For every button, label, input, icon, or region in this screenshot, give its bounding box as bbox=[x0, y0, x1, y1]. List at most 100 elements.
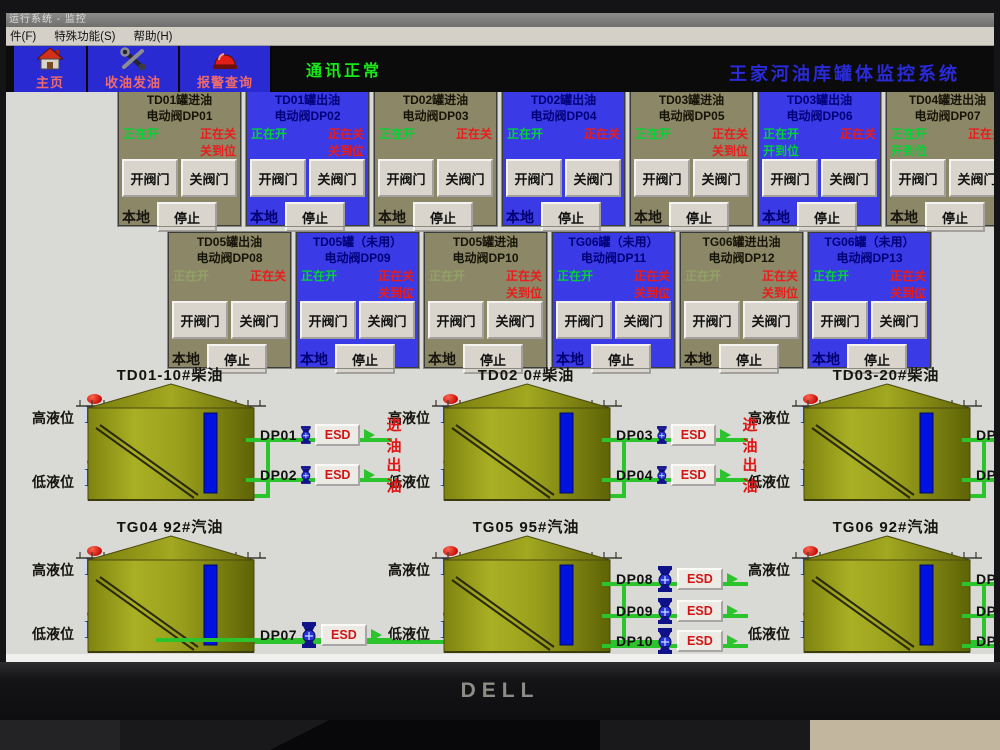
storage-tank-unit: TD02 0#柴油 bbox=[386, 364, 757, 514]
open-valve-button[interactable]: 开阀门 bbox=[762, 159, 818, 198]
stop-button[interactable]: 停止 bbox=[335, 344, 395, 375]
pipe-arrow-icon bbox=[726, 573, 738, 585]
close-valve-button[interactable]: 关阀门 bbox=[309, 159, 365, 198]
close-valve-button[interactable]: 关阀门 bbox=[231, 301, 287, 340]
esd-button[interactable]: ESD bbox=[314, 424, 361, 446]
flow-direction-label: 出油 bbox=[386, 457, 404, 495]
close-valve-button[interactable]: 关阀门 bbox=[949, 159, 994, 198]
oil-transfer-button[interactable]: 收油发油 bbox=[88, 46, 180, 92]
alarm-icon bbox=[213, 53, 237, 69]
stop-button[interactable]: 停止 bbox=[207, 344, 267, 375]
open-valve-button[interactable]: 开阀门 bbox=[812, 301, 868, 340]
open-valve-button[interactable]: 开阀门 bbox=[506, 159, 562, 198]
stop-button[interactable]: 停止 bbox=[797, 202, 857, 233]
motor-valve-icon[interactable] bbox=[655, 566, 675, 592]
close-valve-button[interactable]: 关阀门 bbox=[743, 301, 799, 340]
motor-valve-icon[interactable] bbox=[299, 622, 319, 648]
status-row: 正在开 正在关 bbox=[376, 125, 495, 142]
esd-button[interactable]: ESD bbox=[314, 464, 361, 486]
open-valve-button[interactable]: 开阀门 bbox=[172, 301, 228, 340]
motor-valve-icon[interactable] bbox=[655, 628, 675, 654]
high-level-label: 高液位 bbox=[388, 562, 430, 578]
close-valve-button[interactable]: 关阀门 bbox=[615, 301, 671, 340]
stop-button[interactable]: 停止 bbox=[413, 202, 473, 233]
valve-column: DP05 ESD bbox=[962, 364, 994, 514]
motor-valve-icon[interactable] bbox=[299, 422, 313, 448]
close-valve-button[interactable]: 关阀门 bbox=[359, 301, 415, 340]
esd-button[interactable]: ESD bbox=[677, 630, 723, 652]
status-opening: 正在开 bbox=[301, 269, 338, 284]
high-level-indicator bbox=[443, 394, 458, 404]
tank-title: TD01-10#柴油 bbox=[116, 367, 224, 384]
valve-button-row: 开阀门 关阀门 bbox=[170, 301, 289, 340]
high-level-indicator bbox=[443, 546, 458, 556]
close-valve-button[interactable]: 关阀门 bbox=[693, 159, 749, 198]
stop-button[interactable]: 停止 bbox=[285, 202, 345, 233]
stop-button[interactable]: 停止 bbox=[591, 344, 651, 375]
valve-control-panel: TD03罐进油 电动阀DP05 正在开 正在关 关到位 开阀门 关阀门 bbox=[629, 92, 754, 233]
esd-button[interactable]: ESD bbox=[677, 600, 723, 622]
status-row: 正在开 正在关 bbox=[632, 125, 751, 142]
motor-valve-icon[interactable] bbox=[655, 462, 669, 488]
home-button[interactable]: 主页 bbox=[14, 46, 88, 92]
close-valve-button[interactable]: 关阀门 bbox=[181, 159, 237, 198]
motor-valve-icon[interactable] bbox=[299, 462, 313, 488]
open-valve-button[interactable]: 开阀门 bbox=[890, 159, 946, 198]
panel-title: TD04罐进出油 电动阀DP07 bbox=[888, 93, 994, 124]
dell-logo: DELL bbox=[460, 679, 540, 702]
status-closing: 正在关 bbox=[889, 269, 926, 284]
stop-button[interactable]: 停止 bbox=[541, 202, 601, 233]
tank-title: TD02 0#柴油 bbox=[477, 367, 575, 384]
local-mode-label: 本地 bbox=[812, 351, 840, 368]
stop-button[interactable]: 停止 bbox=[669, 202, 729, 233]
esd-button[interactable]: ESD bbox=[670, 464, 717, 486]
open-valve-button[interactable]: 开阀门 bbox=[684, 301, 740, 340]
alarm-query-button[interactable]: 报警查询 bbox=[180, 46, 272, 92]
stop-button[interactable]: 停止 bbox=[719, 344, 779, 375]
monitor-screen: 运行系统 - 监控 件(F) 特殊功能(S) 帮助(H) 主页 bbox=[6, 13, 994, 662]
panel-bottom-row: 本地 停止 bbox=[888, 202, 994, 233]
menu-item[interactable]: 件(F) bbox=[10, 31, 37, 43]
stop-button[interactable]: 停止 bbox=[463, 344, 523, 375]
home-icon bbox=[37, 47, 63, 70]
motor-valve-icon[interactable] bbox=[655, 598, 675, 624]
high-level-indicator bbox=[803, 394, 818, 404]
close-valve-button[interactable]: 关阀门 bbox=[821, 159, 877, 198]
valve-button-row: 开阀门 关阀门 bbox=[376, 159, 495, 198]
stop-button[interactable]: 停止 bbox=[925, 202, 985, 233]
open-valve-button[interactable]: 开阀门 bbox=[378, 159, 434, 198]
open-valve-button[interactable]: 开阀门 bbox=[428, 301, 484, 340]
open-valve-button[interactable]: 开阀门 bbox=[300, 301, 356, 340]
monitor-bottom-bezel: DELL bbox=[0, 662, 1000, 720]
esd-button[interactable]: ESD bbox=[670, 424, 717, 446]
stop-button[interactable]: 停止 bbox=[157, 202, 217, 233]
esd-button[interactable]: ESD bbox=[677, 568, 723, 590]
local-mode-label: 本地 bbox=[506, 209, 534, 226]
status-opening: 正在开 bbox=[123, 127, 160, 142]
pipe-arrow-icon bbox=[720, 469, 732, 481]
valve-label: DP12 bbox=[976, 603, 994, 619]
open-valve-button[interactable]: 开阀门 bbox=[250, 159, 306, 198]
low-level-label: 低液位 bbox=[388, 474, 430, 490]
status-position: 关到位 bbox=[761, 286, 798, 301]
close-valve-button[interactable]: 关阀门 bbox=[871, 301, 927, 340]
home-button-label: 主页 bbox=[35, 75, 64, 90]
menu-item[interactable]: 特殊功能(S) bbox=[54, 31, 116, 43]
close-valve-button[interactable]: 关阀门 bbox=[565, 159, 621, 198]
panel-bottom-row: 本地 停止 bbox=[248, 202, 367, 233]
close-valve-button[interactable]: 关阀门 bbox=[487, 301, 543, 340]
panel-title-line1: TG06罐（未用） bbox=[824, 235, 915, 249]
open-valve-button[interactable]: 开阀门 bbox=[556, 301, 612, 340]
status-opening: 正在开 bbox=[379, 127, 416, 142]
status-position: 关到位 bbox=[711, 144, 748, 159]
open-valve-button[interactable]: 开阀门 bbox=[634, 159, 690, 198]
motor-valve-icon[interactable] bbox=[655, 422, 669, 448]
open-valve-button[interactable]: 开阀门 bbox=[122, 159, 178, 198]
storage-tank-unit: TG05 95#汽油 bbox=[386, 516, 748, 654]
esd-button[interactable]: ESD bbox=[321, 624, 367, 646]
valve-panel-row-2: TD05罐出油 电动阀DP08 正在开 正在关 开阀门 关阀门 bbox=[167, 231, 932, 375]
close-valve-button[interactable]: 关阀门 bbox=[437, 159, 493, 198]
stop-button[interactable]: 停止 bbox=[847, 344, 907, 375]
menu-item[interactable]: 帮助(H) bbox=[133, 31, 173, 43]
